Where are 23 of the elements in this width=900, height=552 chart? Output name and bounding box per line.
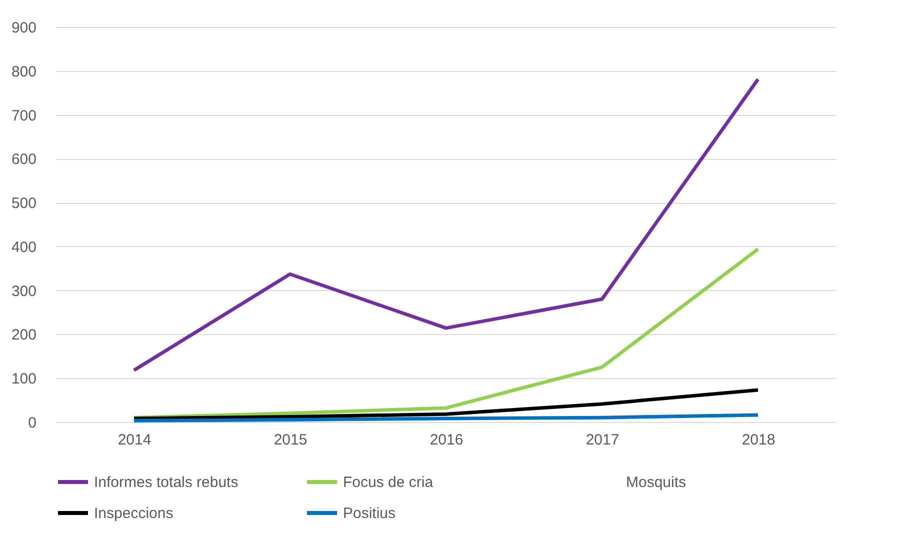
line-series (132, 77, 760, 372)
y-tick-label: 700 (11, 107, 36, 124)
x-tick-label: 2014 (118, 432, 152, 448)
legend-label: Focus de cria (343, 474, 434, 491)
y-tick-label: 600 (11, 151, 36, 168)
y-tick-label: 800 (11, 63, 36, 80)
legend-label: Inspeccions (94, 505, 174, 522)
x-tick-label: 2015 (274, 432, 308, 448)
legend-label: Informes totals rebuts (94, 474, 238, 491)
x-tick-label: 2017 (586, 432, 620, 448)
y-tick-label: 400 (11, 238, 36, 256)
y-tick-label: 0 (28, 414, 36, 432)
y-tick-label: 200 (11, 326, 36, 344)
y-tick-label: 300 (11, 282, 36, 300)
y-tick-label: 900 (11, 20, 36, 36)
y-tick-label: 100 (11, 370, 36, 388)
x-tick-label: 2018 (742, 432, 776, 448)
line-series (132, 388, 760, 420)
legend-label: Positius (343, 505, 396, 522)
x-tick-label: 2016 (430, 432, 464, 448)
line-series (132, 247, 760, 420)
text: Mosquits (626, 474, 686, 491)
y-tick-label: 500 (11, 195, 36, 212)
